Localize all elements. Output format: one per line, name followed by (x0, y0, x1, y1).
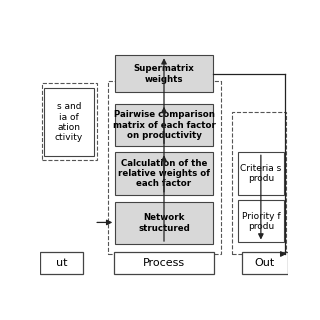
Text: Calculation of the
relative weights of
each factor: Calculation of the relative weights of e… (118, 159, 210, 188)
Text: ut: ut (56, 258, 67, 268)
Bar (44, 88, 94, 156)
Bar (232, 112, 286, 254)
Text: Supermatrix
weights: Supermatrix weights (133, 64, 195, 84)
Text: Priority f
produ: Priority f produ (242, 212, 280, 231)
Bar (40, 252, 83, 274)
Bar (108, 81, 220, 254)
Bar (242, 252, 288, 274)
Text: Pairwise comparison
matrix of each factor
on productivity: Pairwise comparison matrix of each facto… (113, 110, 215, 140)
Text: s and
ia of
ation
ctivity: s and ia of ation ctivity (55, 102, 83, 142)
Text: Process: Process (143, 258, 185, 268)
Text: Out: Out (255, 258, 275, 268)
Bar (115, 202, 213, 244)
Bar (238, 152, 284, 195)
Text: Criteria s
produ: Criteria s produ (240, 164, 282, 183)
Bar (114, 252, 214, 274)
Bar (42, 83, 97, 160)
Bar (115, 152, 213, 195)
Text: Network
structured: Network structured (138, 213, 190, 233)
Bar (238, 200, 284, 243)
Bar (115, 55, 213, 92)
Bar (115, 104, 213, 146)
